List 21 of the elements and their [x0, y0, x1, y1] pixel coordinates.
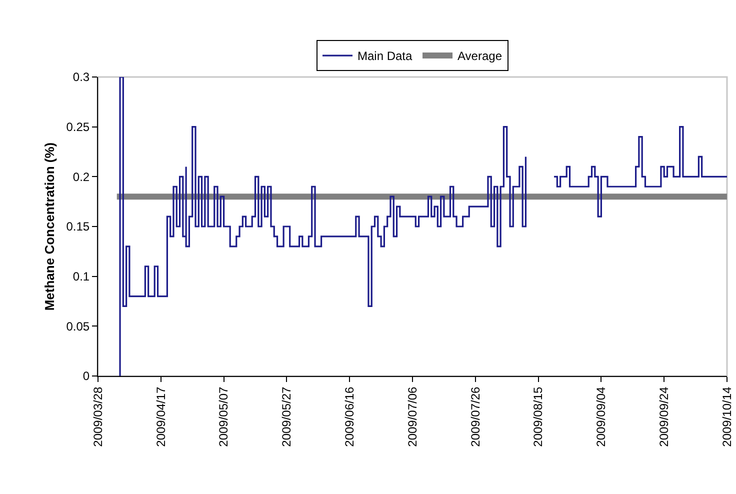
x-tick-label: 2009/08/15 [531, 386, 546, 447]
x-tick-label: 2009/10/14 [720, 386, 734, 447]
y-axis-title: Methane Concentration (%) [42, 142, 58, 311]
x-tick-label: 2009/04/17 [154, 386, 168, 447]
y-tick-label: 0.1 [72, 270, 90, 284]
x-tick-label: 2009/07/06 [405, 386, 420, 447]
x-tick-label: 2009/09/24 [657, 386, 671, 447]
y-tick-label: 0.05 [66, 319, 90, 334]
y-tick-label: 0.2 [72, 170, 90, 184]
y-tick-label: 0.25 [66, 120, 90, 134]
y-tick-label: 0.15 [66, 220, 90, 234]
x-tick-label: 2009/07/26 [468, 386, 482, 447]
legend-label: Average [458, 49, 502, 64]
y-tick-label: 0.3 [72, 70, 90, 84]
legend-label: Main Data [358, 49, 413, 64]
x-tick-label: 2009/05/07 [216, 386, 231, 447]
x-tick-label: 2009/06/16 [342, 386, 356, 447]
x-tick-label: 2009/05/27 [280, 386, 294, 447]
x-tick-label: 2009/03/28 [90, 386, 105, 447]
y-tick-label: 0 [82, 369, 90, 384]
x-tick-label: 2009/09/04 [594, 386, 608, 447]
